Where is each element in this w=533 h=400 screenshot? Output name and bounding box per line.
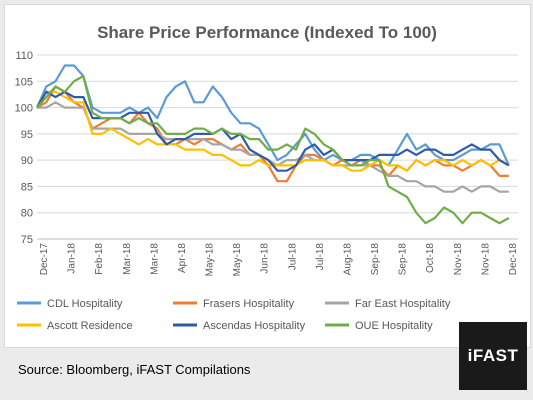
series-line-oue-hospitality (36, 74, 510, 225)
y-tick-label: 95 (21, 129, 33, 141)
legend-label: CDL Hospitality (47, 298, 123, 310)
y-tick-label: 110 (15, 50, 33, 62)
x-tick-label: Sep-18 (398, 243, 409, 276)
legend-label: OUE Hospitality (355, 320, 433, 332)
x-tick-label: May-18 (205, 243, 216, 277)
x-tick-label: Feb-18 (94, 243, 105, 275)
x-axis-ticks: Dec-17 Jan-18 Feb-18 Mar-18 Mar-18 Apr-18 May-… (39, 243, 519, 277)
y-tick-label: 90 (21, 155, 33, 167)
legend-label: Ascott Residence (47, 320, 133, 332)
series-line-far-east-hospitality (37, 101, 509, 193)
gridlines (37, 54, 518, 240)
y-tick-label: 85 (21, 181, 33, 193)
x-tick-label: Oct-18 (425, 243, 436, 273)
y-axis-ticks: 75 80 85 90 95 100 105 110 (15, 50, 33, 246)
x-tick-label: Nov-18 (480, 243, 491, 276)
x-tick-label: Nov-18 (453, 243, 464, 276)
x-tick-label: Apr-18 (177, 243, 188, 273)
y-tick-label: 80 (21, 208, 33, 220)
y-tick-label: 75 (21, 234, 33, 246)
x-tick-label: Mar-18 (149, 243, 160, 275)
x-tick-label: Jan-18 (67, 243, 78, 274)
y-tick-label: 105 (15, 76, 33, 88)
y-tick-label: 100 (15, 103, 33, 115)
x-tick-label: Dec-18 (508, 243, 519, 276)
x-tick-label: Aug-18 (342, 243, 353, 276)
legend-label: Ascendas Hospitality (203, 320, 306, 332)
legend-label: Far East Hospitality (355, 298, 451, 310)
ifast-logo: iFAST (459, 322, 527, 390)
source-caption: Source: Bloomberg, iFAST Compilations (18, 362, 251, 377)
series-line-ascott-residence (36, 90, 510, 172)
x-tick-label: Sep-18 (370, 243, 381, 276)
x-tick-label: Jul-18 (315, 243, 326, 271)
x-tick-label: May-18 (232, 243, 243, 277)
x-tick-label: Mar-18 (122, 243, 133, 275)
chart-area: Share Price Performance (Indexed To 100)… (4, 4, 531, 348)
line-chart: Share Price Performance (Indexed To 100)… (15, 23, 519, 332)
logo-text: iFAST (467, 346, 519, 365)
legend: CDL Hospitality Frasers Hospitality Far Ea… (17, 298, 451, 332)
legend-label: Frasers Hospitality (203, 298, 295, 310)
x-tick-label: Jun-18 (260, 243, 271, 274)
x-tick-label: Dec-17 (39, 243, 50, 276)
x-tick-label: Jul-18 (287, 243, 298, 271)
chart-title: Share Price Performance (Indexed To 100) (97, 23, 437, 42)
series-lines (35, 64, 510, 225)
